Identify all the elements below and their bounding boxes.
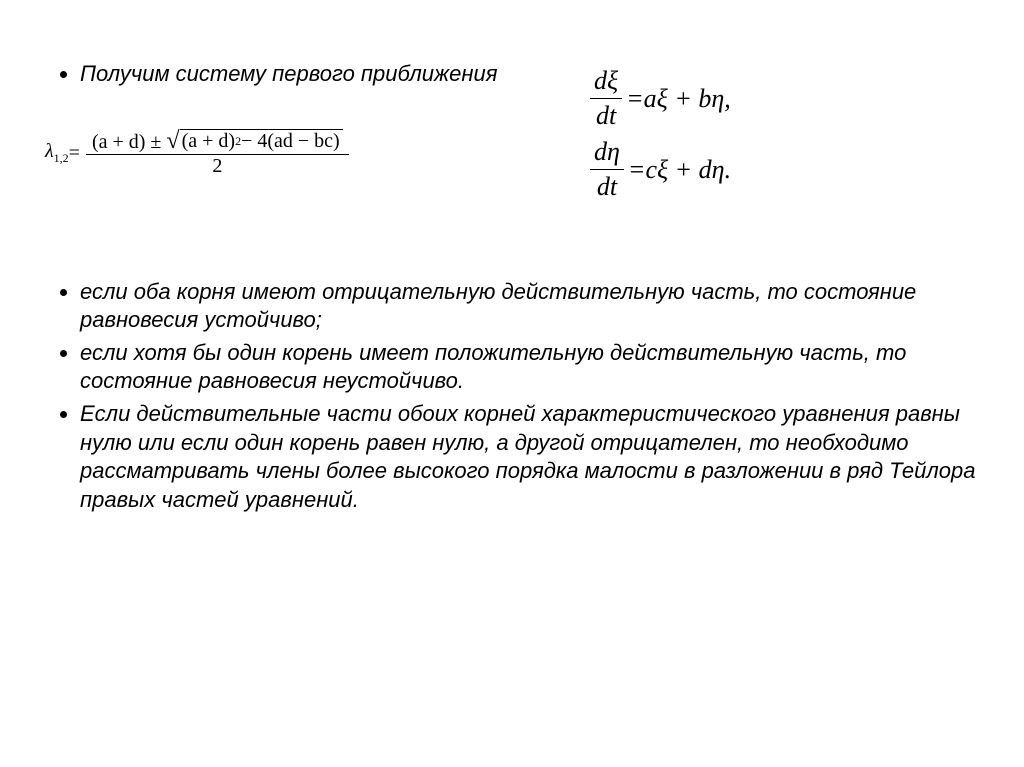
eq2-denominator: dt [593,170,621,202]
eq1-fraction: dξ dt [590,66,622,131]
eq1-rhs: =aξ + bη, [626,84,731,114]
lambda-fraction: (a + d) ± √(a + d)2 − 4(ad − bc) 2 [86,129,349,178]
system-eq-1: dξ dt =aξ + bη, [590,66,984,131]
eq2-numerator: dη [590,137,624,170]
lambda-equation: λ1,2 = (a + d) ± √(a + d)2 − 4(ad − bc) … [40,129,560,178]
lambda-numerator: (a + d) ± √(a + d)2 − 4(ad − bc) [86,129,349,155]
eq1-denominator: dt [592,99,620,131]
bullet-list-bottom: если оба корня имеют отрицательную дейст… [40,278,984,515]
right-column: dξ dt =aξ + bη, dη dt =cξ + dη. [560,60,984,208]
eq2-fraction: dη dt [590,137,624,202]
equals-sign: = [69,142,80,165]
bullet-list-top: Получим систему первого приближения [40,60,560,89]
system-equations: dξ dt =aξ + bη, dη dt =cξ + dη. [590,66,984,202]
eq2-rhs: =cξ + dη. [628,155,731,185]
lambda-symbol: λ [45,140,54,162]
radical-sign: √ [166,129,179,153]
bullet-3: если хотя бы один корень имеет положител… [80,339,984,396]
lambda-subscript: 1,2 [54,151,69,165]
radicand-base: (a + d) [182,130,235,153]
system-eq-2: dη dt =cξ + dη. [590,137,984,202]
bullet-4: Если действительные части обоих корней х… [80,400,984,514]
bullet-1: Получим систему первого приближения [80,60,560,89]
numerator-left: (a + d) ± [92,131,166,153]
left-column: Получим систему первого приближения λ1,2… [40,60,560,218]
radicand: (a + d)2 − 4(ad − bc) [180,129,343,153]
spacer [40,218,984,278]
eq1-numerator: dξ [590,66,622,99]
sqrt: √(a + d)2 − 4(ad − bc) [166,129,342,153]
slide-content: Получим систему первого приближения λ1,2… [0,0,1024,558]
bullet-2: если оба корня имеют отрицательную дейст… [80,278,984,335]
lambda-denominator: 2 [206,155,228,178]
lambda-lhs: λ1,2 [45,140,69,166]
radicand-tail: − 4(ad − bc) [241,130,340,153]
first-row: Получим систему первого приближения λ1,2… [40,60,984,218]
